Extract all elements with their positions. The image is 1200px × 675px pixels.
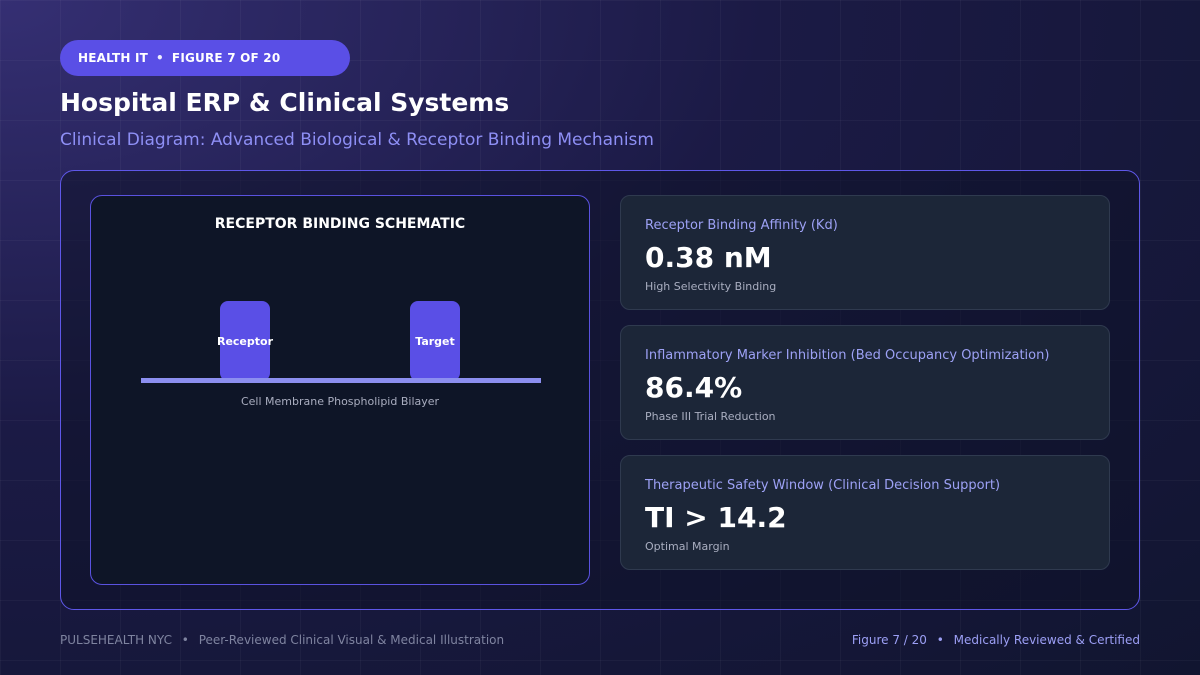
metric-note: Phase III Trial Reduction: [645, 410, 776, 423]
cell-membrane-bar: [141, 378, 541, 383]
footer-description: Peer-Reviewed Clinical Visual & Medical …: [198, 633, 505, 647]
metric-card-binding-affinity: Receptor Binding Affinity (Kd) 0.38 nM H…: [620, 195, 1110, 310]
metric-value: 0.38 nM: [645, 241, 772, 274]
badge-figure: FIGURE 7 OF 20: [171, 51, 281, 65]
metric-card-marker-inhibition: Inflammatory Marker Inhibition (Bed Occu…: [620, 325, 1110, 440]
footer-certification: Medically Reviewed & Certified: [953, 633, 1140, 647]
footer-separator-right: •: [936, 633, 944, 647]
target-block: Target: [410, 301, 460, 381]
receptor-block: Receptor: [216, 301, 274, 381]
metric-value: 86.4%: [645, 371, 743, 404]
metric-note: High Selectivity Binding: [645, 280, 777, 293]
metric-note: Optimal Margin: [645, 540, 730, 553]
page-title: Hospital ERP & Clinical Systems: [60, 88, 510, 117]
footer-separator: •: [181, 633, 189, 647]
footer-brand: PULSEHEALTH NYC: [60, 633, 172, 647]
target-label: Target: [415, 334, 455, 348]
metric-label: Therapeutic Safety Window (Clinical Deci…: [645, 478, 1001, 493]
metric-value: TI > 14.2: [645, 501, 787, 534]
receptor-label: Receptor: [216, 334, 274, 348]
footer-right: Figure 7 / 20 • Medically Reviewed & Cer…: [852, 633, 1140, 647]
figure-badge: HEALTH IT • FIGURE 7 OF 20: [60, 40, 350, 76]
schematic-title: RECEPTOR BINDING SCHEMATIC: [214, 216, 466, 232]
badge-category: HEALTH IT: [78, 51, 149, 65]
receptor-schematic-panel: RECEPTOR BINDING SCHEMATIC Receptor Targ…: [90, 195, 590, 585]
membrane-label: Cell Membrane Phospholipid Bilayer: [240, 395, 440, 408]
metric-card-safety-window: Therapeutic Safety Window (Clinical Deci…: [620, 455, 1110, 570]
footer-left: PULSEHEALTH NYC • Peer-Reviewed Clinical…: [60, 633, 504, 647]
page-subtitle: Clinical Diagram: Advanced Biological & …: [60, 130, 654, 150]
badge-separator: •: [156, 51, 164, 65]
metric-label: Receptor Binding Affinity (Kd): [645, 218, 838, 233]
metric-label: Inflammatory Marker Inhibition (Bed Occu…: [645, 348, 1050, 363]
footer-figure: Figure 7 / 20: [851, 633, 927, 647]
